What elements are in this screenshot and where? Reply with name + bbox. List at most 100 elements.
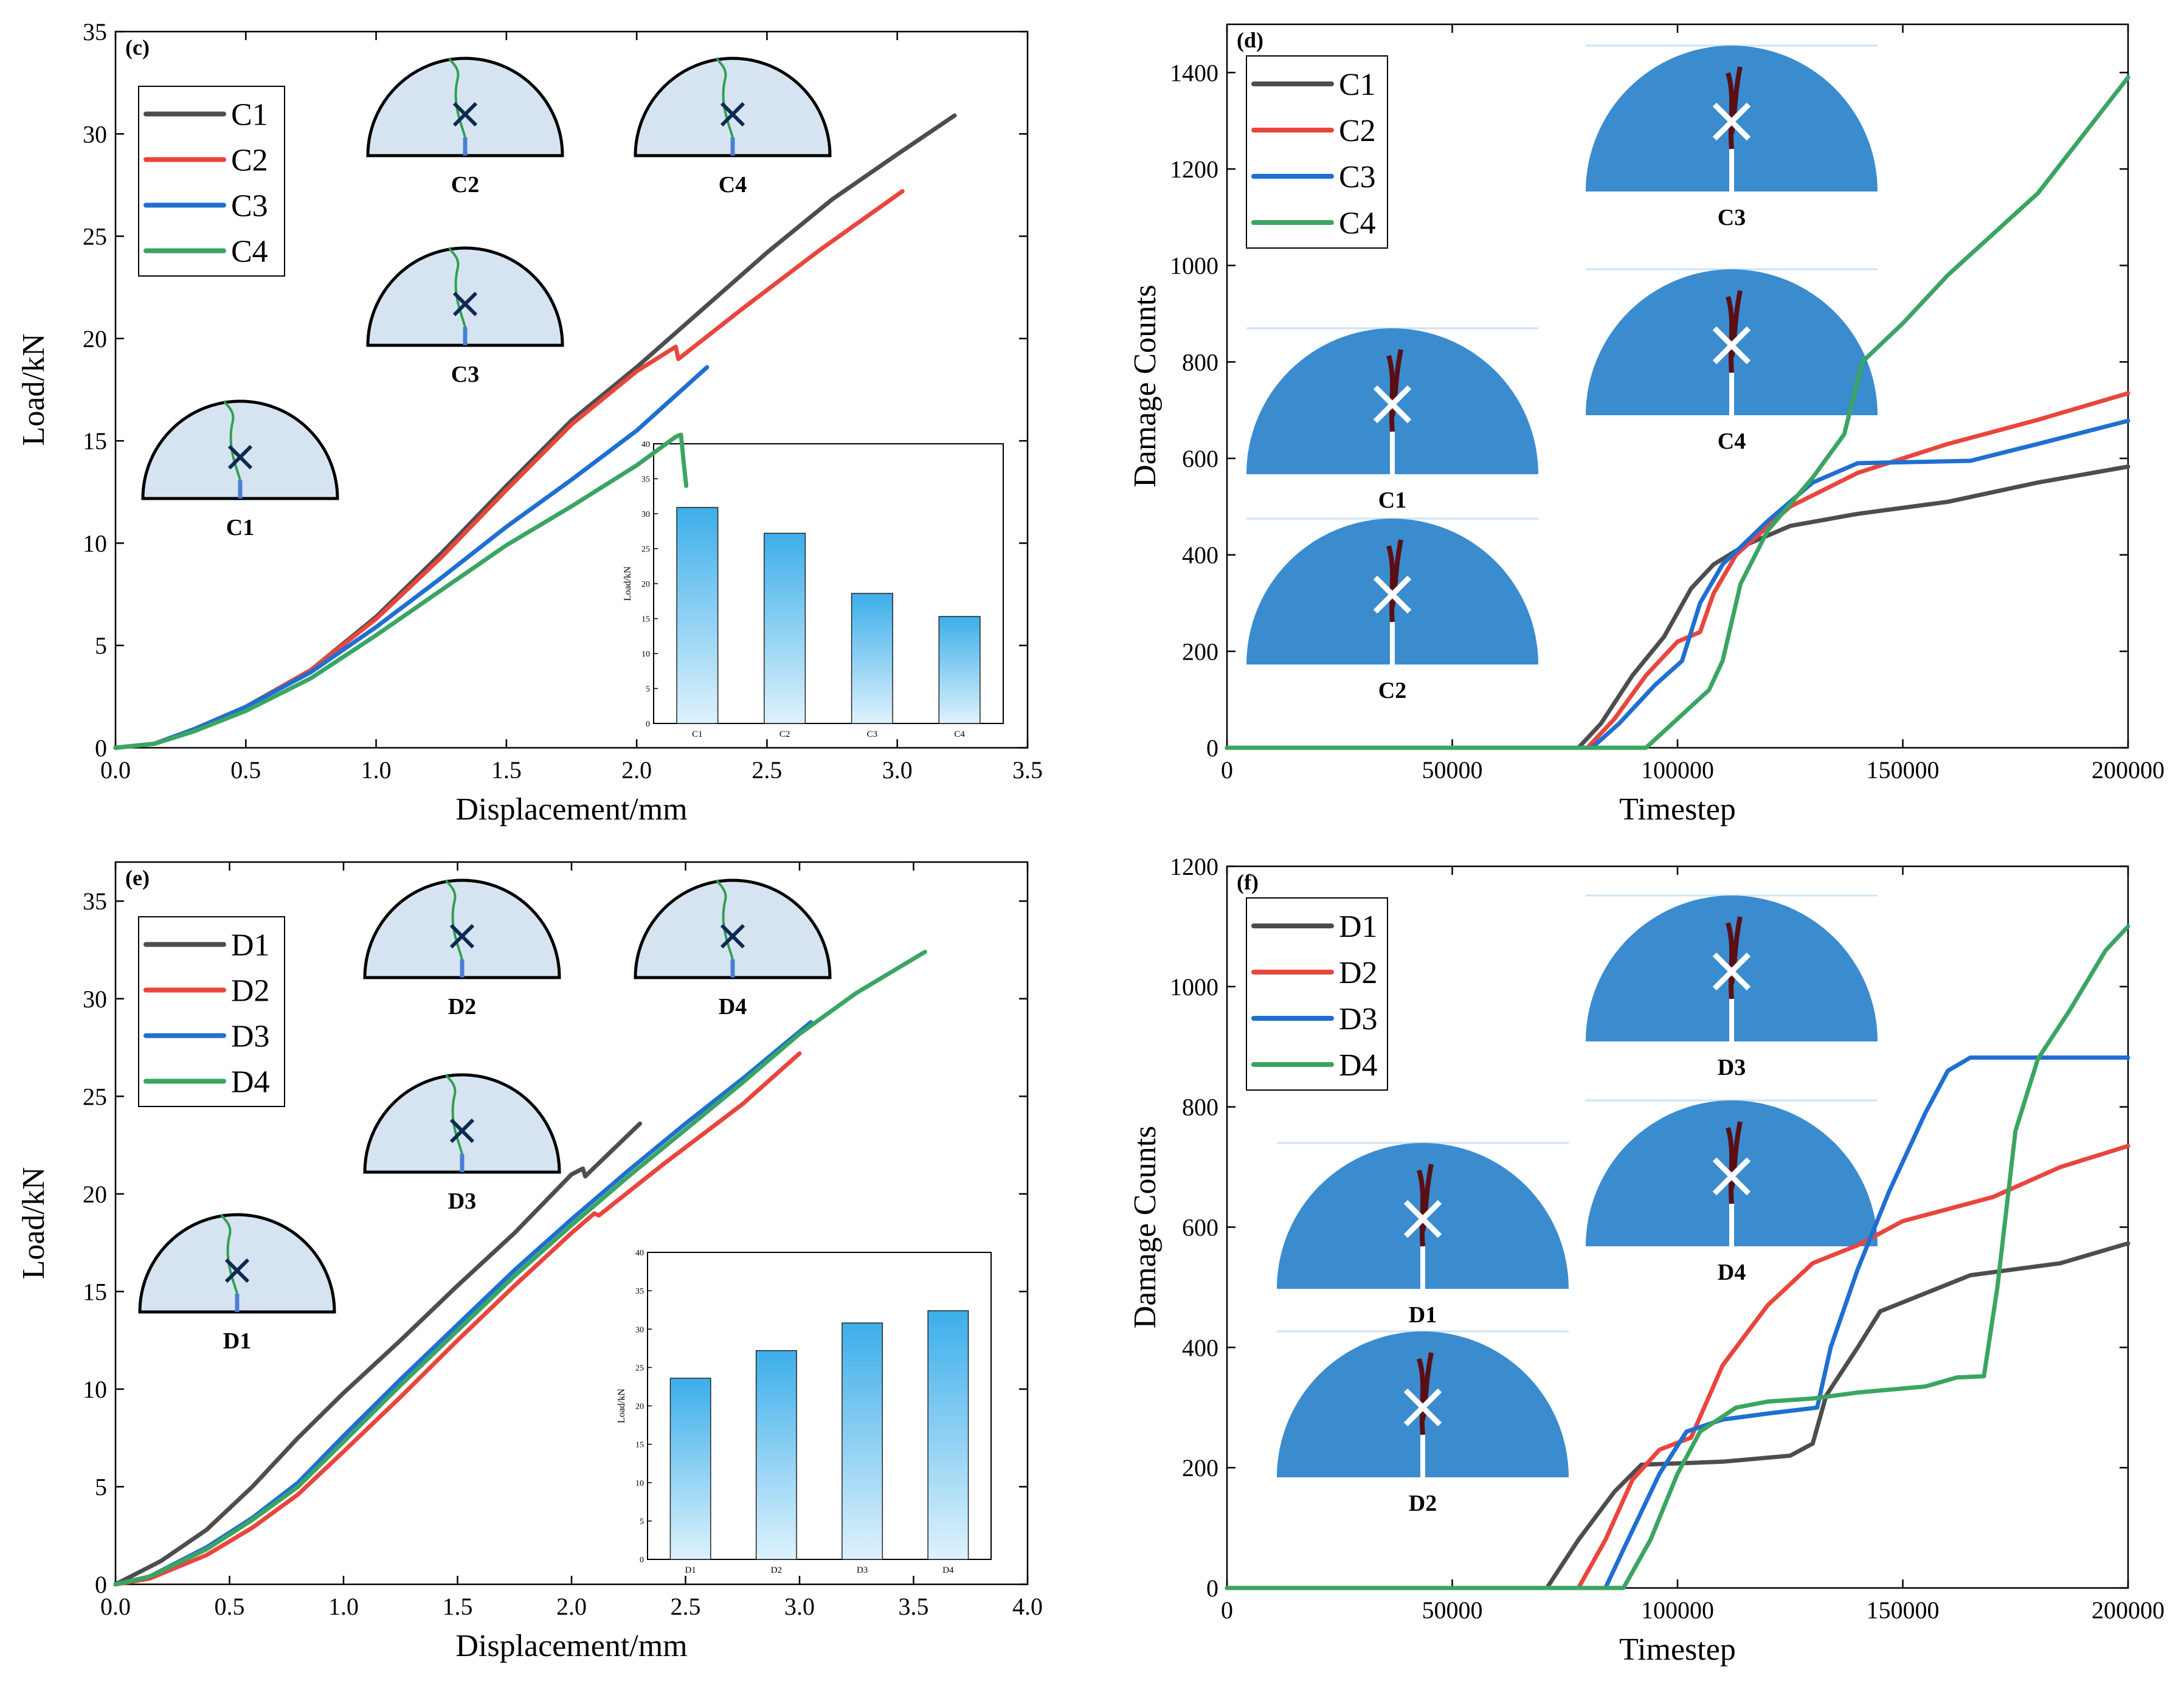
x-tick-label: 100000	[1641, 756, 1714, 784]
panel-d: 0 50000 100000 150000 200000 0 200 400 600 800 100…	[1128, 23, 2165, 827]
series-line-c3	[1225, 418, 2130, 750]
x-axis-label: Timestep	[1619, 1632, 1736, 1667]
inset-y-tick-label: 5	[646, 685, 650, 694]
specimen-label: D1	[223, 1328, 251, 1354]
inset-bar-c2	[764, 533, 806, 724]
inset-bar-c4	[938, 616, 981, 724]
specimen-body	[634, 878, 832, 979]
y-axis-label: Load/kN	[16, 1167, 51, 1280]
specimen-diagram-c2: C2	[1246, 517, 1538, 703]
inset-x-tick-label: C2	[779, 730, 790, 739]
inset-y-tick-label: 10	[641, 650, 650, 659]
inset-y-tick-label: 0	[640, 1556, 644, 1565]
crack-path	[716, 879, 734, 960]
specimen-label: D4	[719, 994, 747, 1020]
inset-y-tick-label: 20	[641, 580, 650, 589]
crack-path	[1726, 66, 1743, 150]
y-tick-label: 0	[1206, 1575, 1218, 1602]
specimen-label: D2	[1409, 1491, 1437, 1516]
inset-y-tick-label: 0	[646, 720, 650, 729]
x-tick-label: 150000	[1867, 756, 1940, 784]
legend-box	[138, 86, 285, 277]
y-tick-label: 15	[83, 1278, 107, 1305]
legend-label-d2: D2	[1339, 956, 1378, 990]
inset-x-tick-label: D4	[942, 1565, 954, 1575]
x-tick-label: 1.0	[361, 756, 392, 784]
specimen-diagram-d1: D1	[1277, 1142, 1569, 1328]
cross-mark	[1712, 102, 1751, 141]
y-tick-label: 1000	[1170, 252, 1218, 280]
specimen-body	[138, 1213, 336, 1314]
x-tick-label: 0.5	[215, 1593, 245, 1620]
y-tick-label: 200	[1182, 638, 1218, 665]
y-axis-label: Damage Counts	[1128, 285, 1163, 488]
x-tick-label: 150000	[1867, 1596, 1940, 1624]
panel-label: (e)	[125, 866, 150, 890]
cross-mark	[452, 291, 478, 317]
legend-box	[1246, 55, 1388, 249]
inset-bar-d4	[927, 1310, 969, 1560]
legend-label-d3: D3	[231, 1020, 270, 1054]
x-tick-label: 0.5	[230, 756, 261, 784]
crack-path	[1417, 1352, 1434, 1435]
specimen-diagram-c4: C4	[1586, 268, 1878, 454]
inset-bar-c1	[676, 506, 719, 724]
y-tick-label: 0	[95, 1571, 107, 1598]
x-tick-label: 4.0	[1012, 1593, 1043, 1620]
inset-y-tick-label: 35	[635, 1287, 644, 1296]
x-tick-label: 3.5	[899, 1593, 929, 1620]
crack-path	[445, 1074, 463, 1154]
y-tick-label: 35	[83, 18, 107, 46]
specimen-body	[141, 399, 339, 500]
specimen-label: C3	[1718, 205, 1746, 230]
crack-path	[445, 879, 463, 960]
cross-mark	[1712, 1157, 1751, 1196]
cross-mark	[1373, 575, 1412, 614]
y-axis-label: Damage Counts	[1128, 1126, 1163, 1329]
inset-y-tick-label: 5	[640, 1517, 644, 1527]
y-tick-label: 10	[83, 530, 107, 557]
cross-mark	[1403, 1199, 1442, 1238]
cross-mark	[227, 444, 253, 470]
panel-c: 0.0 0.5 1.0 1.5 2.0 2.5 3.0 3.5 0 5 10 15 20 25 30 35 Di…	[16, 18, 1043, 827]
crack-path	[1726, 1121, 1743, 1204]
inset-y-tick-label: 20	[635, 1403, 644, 1412]
legend-label-c3: C3	[231, 189, 268, 224]
inset-bar-d2	[755, 1350, 797, 1560]
y-tick-label: 5	[95, 1473, 107, 1500]
x-tick-label: 2.0	[621, 756, 652, 784]
inset-y-tick-label: 10	[635, 1479, 644, 1488]
series-line-d1	[1225, 1241, 2130, 1590]
y-tick-label: 600	[1182, 445, 1218, 472]
crack-path	[716, 57, 734, 138]
inset-x-tick-label: D2	[771, 1565, 782, 1575]
legend-label-c4: C4	[1339, 206, 1376, 241]
crack-path	[448, 57, 466, 138]
panel-label: (f)	[1237, 870, 1259, 894]
inset-y-tick-label: 25	[641, 545, 650, 554]
crack-path	[448, 247, 466, 328]
legend-label-c2: C2	[231, 143, 268, 178]
series-line-c4	[113, 432, 689, 750]
specimen-label: C1	[1378, 488, 1406, 513]
y-tick-label: 10	[83, 1376, 107, 1403]
specimen-diagram-d1: D1	[138, 1213, 336, 1354]
inset-y-tick-label: 30	[641, 510, 650, 519]
x-tick-label: 1.5	[491, 756, 522, 784]
cross-mark	[1403, 1388, 1442, 1427]
specimen-label: C1	[226, 515, 254, 540]
inset-x-tick-label: D1	[685, 1565, 696, 1575]
inset-x-tick-label: C4	[954, 730, 965, 739]
y-axis-label: Load/kN	[16, 334, 51, 446]
legend-box	[1246, 897, 1388, 1091]
specimen-label: C2	[451, 172, 479, 198]
specimen-diagram-d2: D2	[1277, 1330, 1569, 1516]
specimen-diagram-d3: D3	[363, 1073, 561, 1214]
x-tick-label: 3.5	[1012, 756, 1043, 784]
cross-mark	[1712, 952, 1751, 991]
cross-mark	[1712, 326, 1751, 365]
inset-y-tick-label: 40	[641, 440, 650, 449]
y-tick-label: 1200	[1170, 853, 1218, 880]
legend-label-d4: D4	[231, 1065, 270, 1100]
